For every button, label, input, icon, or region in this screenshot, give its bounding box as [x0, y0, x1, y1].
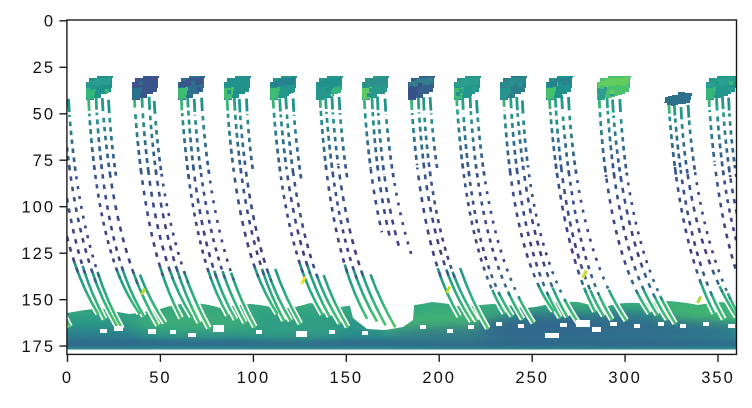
svg-text:50: 50: [149, 369, 171, 387]
svg-text:75: 75: [33, 152, 55, 170]
svg-text:250: 250: [515, 369, 549, 387]
svg-text:150: 150: [21, 292, 55, 310]
svg-text:0: 0: [44, 13, 55, 31]
svg-text:125: 125: [21, 245, 55, 263]
svg-text:100: 100: [237, 369, 271, 387]
svg-text:200: 200: [422, 369, 456, 387]
svg-text:175: 175: [21, 338, 55, 356]
svg-text:100: 100: [21, 199, 55, 217]
svg-text:350: 350: [701, 369, 735, 387]
svg-text:25: 25: [33, 59, 55, 77]
svg-text:50: 50: [33, 106, 55, 124]
svg-text:300: 300: [608, 369, 642, 387]
svg-text:150: 150: [330, 369, 364, 387]
svg-text:0: 0: [62, 369, 73, 387]
